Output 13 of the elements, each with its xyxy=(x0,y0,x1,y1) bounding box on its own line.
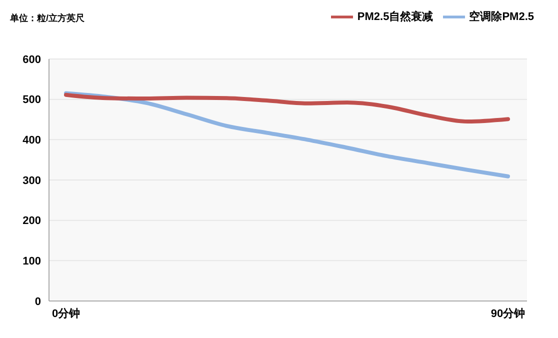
y-tick-label: 600 xyxy=(22,54,41,66)
y-tick-label: 100 xyxy=(22,256,41,268)
x-tick-label: 0分钟 xyxy=(52,306,80,320)
x-tick-label: 90分钟 xyxy=(490,306,526,320)
y-tick-label: 200 xyxy=(22,215,41,228)
y-tick-label: 0 xyxy=(34,296,41,308)
legend-label: 空调除PM2.5 xyxy=(469,10,534,23)
line-series xyxy=(64,92,510,124)
legend-label: PM2.5自然衰减 xyxy=(357,10,434,23)
y-tick-label: 300 xyxy=(22,174,41,187)
y-tick-label: 400 xyxy=(22,134,41,147)
y-tick-label: 500 xyxy=(22,94,41,106)
y-axis-title: 单位：粒/立方英尺 xyxy=(10,12,85,25)
